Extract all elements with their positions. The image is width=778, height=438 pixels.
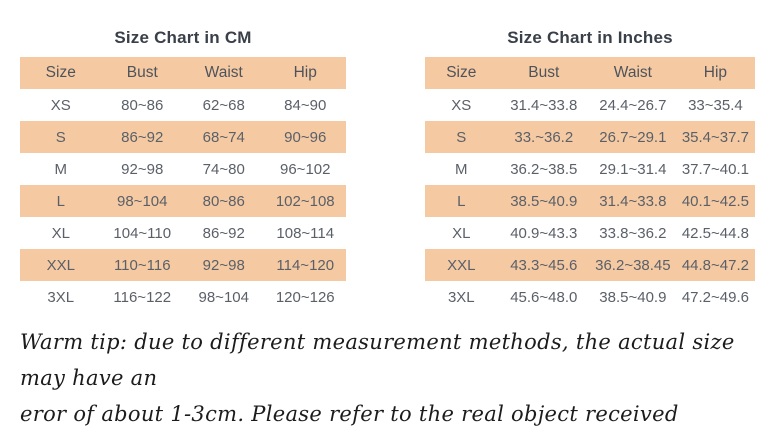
table-cell: 31.4~33.8 [510, 96, 578, 114]
table-cell: S [456, 128, 467, 146]
table-cell: 26.7~29.1 [599, 128, 667, 146]
table-row: XL 40.9~43.3 33.8~36.2 42.5~44.8 [425, 217, 755, 249]
table-cell: 35.4~37.7 [681, 128, 749, 146]
table-row: XXL 110~116 92~98 114~120 [20, 249, 346, 281]
table-cell: 104~110 [113, 224, 172, 242]
table-cell: 24.4~26.7 [599, 96, 667, 114]
table-cell: 33.~36.2 [514, 128, 574, 146]
table-cell: 98~104 [117, 192, 168, 210]
table-row: XS 80~86 62~68 84~90 [20, 89, 346, 121]
table-cell: 80~86 [202, 192, 245, 210]
table-row: S 86~92 68~74 90~96 [20, 121, 346, 153]
table-row: L 38.5~40.9 31.4~33.8 40.1~42.5 [425, 185, 755, 217]
table-cell: L [56, 192, 65, 210]
table-cell: S [55, 128, 66, 146]
table-cell: 114~120 [276, 256, 335, 274]
table-row: S 33.~36.2 26.7~29.1 35.4~37.7 [425, 121, 755, 153]
table-cell: 33.8~36.2 [599, 224, 667, 242]
table-cell: 86~92 [202, 224, 245, 242]
table-cell: 42.5~44.8 [681, 224, 749, 242]
header-cell: Bust [528, 64, 560, 81]
table-cell: 96~102 [280, 160, 331, 178]
table-cell: 47.2~49.6 [681, 288, 749, 306]
header-cell: Hip [293, 64, 317, 81]
table-row: XS 31.4~33.8 24.4~26.7 33~35.4 [425, 89, 755, 121]
table-cell: 33~35.4 [688, 96, 743, 114]
table-cell: 84~90 [284, 96, 327, 114]
table-cell: L [457, 192, 466, 210]
table-row: XXL 43.3~45.6 36.2~38.45 44.8~47.2 [425, 249, 755, 281]
table-cell: XL [51, 224, 70, 242]
table-cell: 36.2~38.45 [595, 256, 671, 274]
header-cell: Size [446, 64, 477, 81]
table-cell: 3XL [447, 288, 475, 306]
table-cell: XXL [46, 256, 75, 274]
table-cell: 102~108 [275, 192, 335, 210]
table-cell: 38.5~40.9 [510, 192, 578, 210]
warm-tip-line-1: Warm tip: due to different measurement m… [20, 330, 735, 390]
table-cell: M [455, 160, 468, 178]
size-chart-cm-title: Size Chart in CM [114, 28, 252, 47]
table-cell: 92~98 [202, 256, 245, 274]
table-cell: 40.1~42.5 [681, 192, 749, 210]
table-cell: 31.4~33.8 [599, 192, 667, 210]
table-cell: 110~116 [113, 256, 171, 274]
table-cell: XS [451, 96, 472, 114]
table-row: M 92~98 74~80 96~102 [20, 153, 346, 185]
table-cell: 68~74 [202, 128, 245, 146]
table-cell: XS [50, 96, 71, 114]
size-chart-inches-section: Size Chart in Inches Size Bust Waist Hip XS 3… [425, 28, 755, 313]
header-cell: Hip [703, 64, 728, 81]
size-chart-inches-title: Size Chart in Inches [507, 28, 673, 47]
header-cell: Waist [613, 64, 652, 81]
table-cell: 40.9~43.3 [510, 224, 578, 242]
table-cell: 62~68 [202, 96, 245, 114]
table-cell: 90~96 [284, 128, 327, 146]
table-cell: 44.8~47.2 [681, 256, 749, 274]
table-cell: 29.1~31.4 [599, 160, 667, 178]
header-row: Size Bust Waist Hip [425, 57, 755, 89]
size-chart-inches-table: Size Bust Waist Hip XS 31.4~33.8 24.4~26.7 33~3… [425, 57, 755, 313]
size-chart-cm-table: Size Bust Waist Hip XS 80~86 62~68 84~90 S 86~92 6… [20, 57, 346, 313]
table-row: 3XL 116~122 98~104 120~126 [20, 281, 346, 313]
table-cell: 108~114 [276, 224, 335, 242]
table-cell: XL [452, 224, 471, 242]
table-cell: 74~80 [202, 160, 245, 178]
warm-tip-note: Warm tip: due to different measurement m… [20, 324, 765, 432]
table-row: M 36.2~38.5 29.1~31.4 37.7~40.1 [425, 153, 755, 185]
table-cell: 86~92 [121, 128, 164, 146]
table-cell: M [54, 160, 68, 178]
header-row: Size Bust Waist Hip [20, 57, 346, 89]
table-cell: 92~98 [121, 160, 164, 178]
table-cell: 80~86 [121, 96, 164, 114]
header-cell: Waist [204, 64, 243, 81]
size-chart-cm-section: Size Chart in CM Size Bust Waist Hip XS 80~86… [20, 28, 346, 313]
table-row: L 98~104 80~86 102~108 [20, 185, 346, 217]
table-cell: 38.5~40.9 [599, 288, 667, 306]
warm-tip-line-2: eror of about 1-3cm. Please refer to the… [20, 402, 679, 426]
table-cell: XXL [447, 256, 476, 274]
table-cell: 45.6~48.0 [510, 288, 578, 306]
table-cell: 37.7~40.1 [681, 160, 749, 178]
table-cell: 36.2~38.5 [510, 160, 578, 178]
header-cell: Bust [126, 64, 158, 81]
header-cell: Size [45, 64, 76, 81]
table-cell: 43.3~45.6 [510, 256, 578, 274]
table-cell: 98~104 [198, 288, 249, 306]
table-row: 3XL 45.6~48.0 38.5~40.9 47.2~49.6 [425, 281, 755, 313]
table-cell: 116~122 [113, 288, 172, 306]
table-row: XL 104~110 86~92 108~114 [20, 217, 346, 249]
table-cell: 120~126 [275, 288, 335, 306]
table-cell: 3XL [47, 288, 75, 306]
